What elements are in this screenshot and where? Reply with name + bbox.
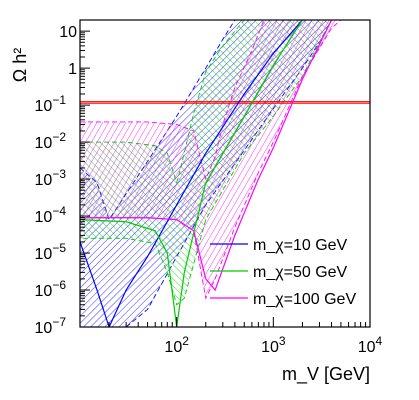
legend-label-2: m_χ=100 GeV	[253, 291, 356, 308]
y-tick-label: 10−1	[35, 93, 67, 115]
series-central-line-2	[80, 20, 333, 292]
series-band-2	[80, 20, 342, 300]
legend: m_χ=10 GeV m_χ=50 GeV m_χ=100 GeV	[210, 237, 356, 308]
y-tick-label: 10−7	[35, 315, 67, 337]
x-tick-label-exponent: 3	[279, 334, 286, 348]
x-tick-label: 103	[261, 334, 286, 356]
y-tick-label-base: 10	[35, 246, 53, 263]
series-bands	[80, 20, 342, 327]
y-tick-label-base: 10	[35, 283, 53, 300]
y-tick-label-exponent: −3	[52, 167, 66, 181]
y-tick-label-exponent: −4	[52, 204, 66, 218]
x-tick-label-base: 10	[164, 339, 182, 356]
reference-band	[80, 101, 370, 104]
y-tick-label: 10−4	[35, 204, 67, 226]
y-axis-label: Ω h²	[10, 48, 30, 82]
x-tick-label: 104	[358, 334, 383, 356]
y-axis-label-text: Ω h²	[10, 48, 30, 82]
x-axis-label: m_V [GeV]	[282, 364, 370, 385]
reference-band-group	[80, 101, 370, 104]
x-tick-label: 102	[164, 334, 189, 356]
y-tick-label-exponent: −5	[52, 241, 66, 255]
axis-ticks	[79, 19, 367, 328]
series-curves	[80, 20, 333, 327]
y-tick-label: 10−3	[35, 167, 67, 189]
y-tick-label-exponent: −7	[52, 315, 66, 329]
y-tick-label: 10−6	[35, 278, 67, 300]
x-axis-label-text: m_V [GeV]	[282, 364, 370, 385]
series-central-line-0	[80, 20, 303, 327]
y-tick-label-base: 10	[35, 98, 53, 115]
y-tick-label-base: 10	[35, 209, 53, 226]
x-tick-label-exponent: 2	[182, 334, 189, 348]
y-tick-label-exponent: −6	[52, 278, 66, 292]
y-tick-label-exponent: −2	[52, 130, 66, 144]
y-tick-label: 10	[59, 24, 77, 41]
y-tick-label-base: 10	[35, 135, 53, 152]
legend-label-0: m_χ=10 GeV	[253, 237, 348, 254]
series-central-line-1	[80, 20, 303, 327]
y-tick-label-base: 10	[35, 172, 53, 189]
x-tick-label-base: 10	[358, 339, 376, 356]
y-tick-label-exponent: −1	[52, 93, 66, 107]
y-tick-label: 1	[68, 61, 77, 78]
legend-label-1: m_χ=50 GeV	[253, 264, 348, 281]
y-tick-label-base: 10	[35, 320, 53, 337]
x-tick-label-base: 10	[261, 339, 279, 356]
y-tick-label: 10−2	[35, 130, 67, 152]
y-tick-label: 10−5	[35, 241, 67, 263]
x-tick-label-exponent: 4	[376, 334, 383, 348]
plot-frame	[79, 19, 371, 328]
